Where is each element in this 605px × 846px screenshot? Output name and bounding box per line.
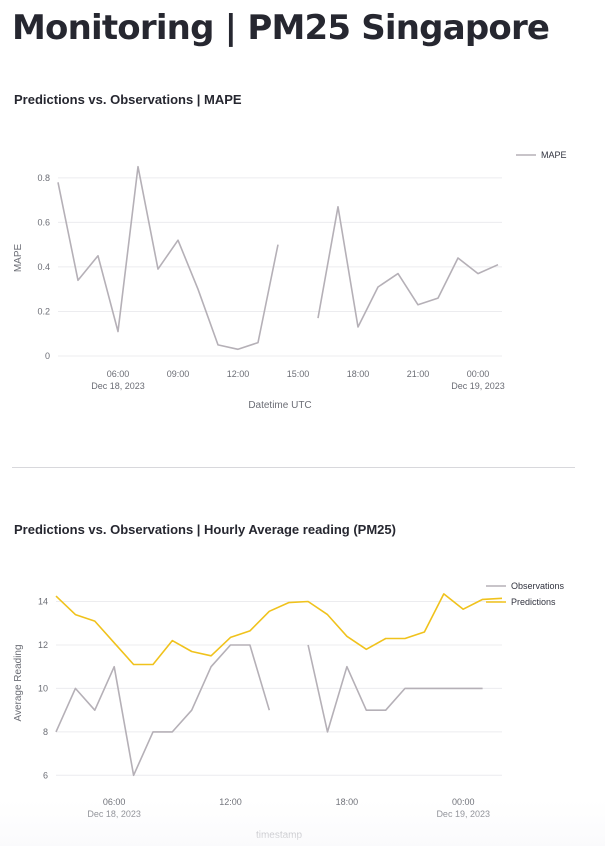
page-title: Monitoring | PM25 Singapore [12, 8, 550, 48]
x-tick-label: 06:00 [107, 369, 130, 379]
series-line-mape[interactable] [317, 206, 499, 328]
mape-chart-title: Predictions vs. Observations | MAPE [14, 92, 242, 107]
pm25-chart[interactable]: 6 8 10 12 14 06:00 Dec 18, 2023 12:00 18:00 00:00… [0, 560, 600, 846]
x-axis-title: timestamp [256, 830, 303, 841]
pm25-chart-title: Predictions vs. Observations | Hourly Av… [14, 522, 396, 537]
mape-chart[interactable]: 0 0.2 0.4 0.6 0.8 06:00 Dec 18, 2023 09:00 12:00… [0, 120, 600, 420]
x-tick-label: 12:00 [219, 797, 242, 807]
series-line-predictions[interactable] [55, 593, 503, 666]
y-tick-label: 0.6 [37, 217, 50, 227]
legend-label: Observations [511, 581, 565, 591]
y-tick-label: 6 [43, 770, 48, 780]
series-line-observations[interactable] [307, 644, 483, 733]
x-tick-label: 00:00 [452, 797, 475, 807]
y-axis-title: Average Reading [13, 644, 24, 721]
y-axis-title: MAPE [13, 244, 24, 273]
x-tick-sublabel: Dec 18, 2023 [87, 809, 141, 819]
y-tick-label: 14 [38, 597, 48, 607]
x-tick-sublabel: Dec 19, 2023 [451, 381, 505, 391]
y-tick-label: 0.8 [37, 173, 50, 183]
x-tick-label: 00:00 [467, 369, 490, 379]
x-tick-label: 15:00 [287, 369, 310, 379]
legend-label: Predictions [511, 597, 556, 607]
x-tick-label: 06:00 [103, 797, 126, 807]
x-tick-label: 18:00 [336, 797, 359, 807]
y-tick-label: 0 [45, 351, 50, 361]
section-divider [12, 467, 575, 468]
y-tick-label: 12 [38, 640, 48, 650]
x-tick-label: 21:00 [407, 369, 430, 379]
series-line-observations[interactable] [55, 644, 271, 777]
y-tick-label: 0.4 [37, 262, 50, 272]
x-tick-label: 09:00 [167, 369, 190, 379]
x-tick-label: 18:00 [347, 369, 370, 379]
series-line-mape[interactable] [57, 165, 279, 351]
y-tick-label: 10 [38, 683, 48, 693]
x-tick-sublabel: Dec 19, 2023 [436, 809, 490, 819]
x-axis-title: Datetime UTC [248, 400, 311, 411]
y-tick-label: 8 [43, 727, 48, 737]
x-tick-sublabel: Dec 18, 2023 [91, 381, 145, 391]
x-tick-label: 12:00 [227, 369, 250, 379]
legend-label: MAPE [541, 150, 567, 160]
y-tick-label: 0.2 [37, 306, 50, 316]
